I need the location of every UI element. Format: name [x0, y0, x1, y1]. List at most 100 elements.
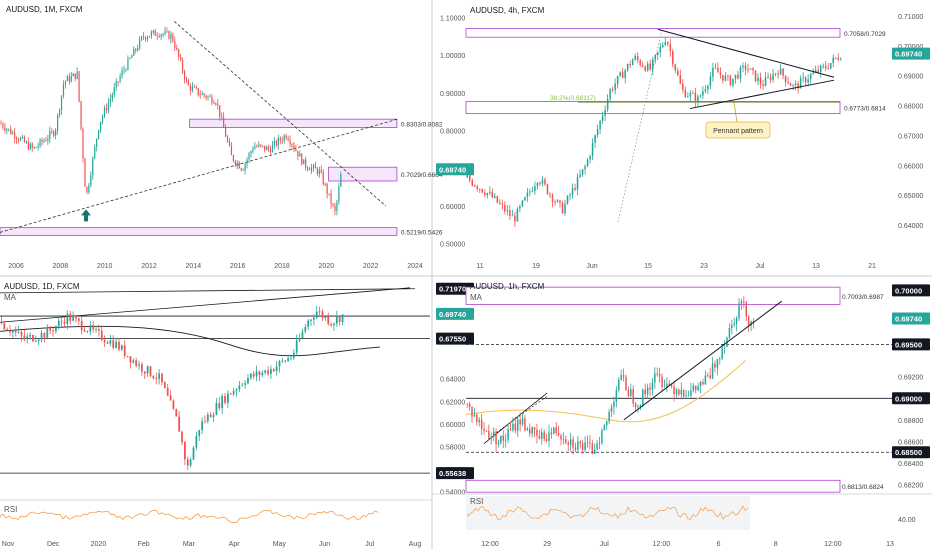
h4-candle-body	[514, 215, 516, 222]
h4-title: AUDUSD, 4h, FXCM	[470, 6, 545, 15]
h4-candle-body	[473, 185, 476, 187]
h1-candle-body	[642, 389, 644, 405]
daily-candle-body	[172, 400, 175, 409]
daily-candle-body	[52, 330, 54, 332]
h4-chart-panel[interactable]: 0.7058/0.7029 0.6773/0.6814 38.2%(0.68117)…	[465, 14, 930, 270]
monthly-trendline	[0, 118, 398, 233]
monthly-candle-body	[70, 76, 72, 82]
daily-candle-body	[249, 373, 252, 378]
daily-candle-body	[255, 371, 258, 377]
monthly-candle-body	[230, 145, 233, 156]
h4-candle-body	[471, 180, 474, 186]
monthly-candle-body	[260, 144, 262, 146]
h1-candle-body	[521, 418, 524, 425]
monthly-candle-body	[72, 73, 74, 77]
monthly-candle-body	[312, 165, 315, 168]
monthly-candle-body	[248, 153, 250, 160]
h4-candle-body	[506, 210, 509, 212]
daily-candle-body	[149, 366, 152, 377]
h1-candle-body	[632, 389, 634, 404]
h1-candle-body	[702, 381, 704, 385]
h1-candle-body	[593, 449, 596, 455]
h1-rsi-band	[466, 496, 750, 530]
h4-candle-body	[799, 78, 802, 89]
h4-candle-body	[504, 204, 506, 212]
h4-candle-body	[839, 59, 842, 61]
daily-candle-body	[258, 371, 261, 376]
h1-candle-body	[743, 301, 745, 303]
h4-candle-body	[491, 191, 494, 198]
h1-candle-body	[704, 375, 707, 385]
monthly-candle-body	[324, 184, 326, 185]
monthly-candle-body	[191, 86, 193, 91]
h1-candle-body	[507, 429, 509, 440]
monthly-x-tick-label: 2014	[186, 263, 202, 270]
h1-candle-body	[562, 439, 565, 441]
h4-candle-body	[672, 51, 674, 65]
h4-candle-body	[802, 77, 804, 79]
monthly-candle-body	[64, 81, 67, 85]
monthly-candle-body	[320, 169, 322, 173]
h4-candle-body	[737, 74, 739, 79]
h4-candle-body	[762, 84, 764, 86]
daily-x-tick-label: Jun	[319, 541, 330, 548]
monthly-y-tick-label: 0.80000	[440, 129, 465, 136]
h1-candle-body	[644, 389, 646, 395]
daily-candle-body	[333, 323, 335, 326]
h1-chart-panel[interactable]: 0.7003/0.6987 0.6813/0.6824 0.69200 0.68800…	[432, 284, 932, 548]
monthly-candle-body	[301, 153, 303, 165]
h4-candle-body	[794, 83, 797, 85]
h4-candle-body	[714, 67, 717, 69]
h1-candle-body	[572, 439, 574, 448]
h4-candle-body	[559, 200, 561, 203]
h4-y-tick-label: 0.66000	[898, 163, 923, 170]
monthly-candle-body	[303, 159, 305, 165]
monthly-candle-body	[332, 203, 334, 206]
h4-candle-body	[534, 186, 536, 191]
h1-candle-body	[533, 427, 536, 430]
h1-candle-body	[601, 430, 603, 444]
monthly-candle-body	[121, 70, 123, 77]
daily-candle-body	[247, 377, 249, 384]
monthly-candle-body	[201, 93, 203, 95]
daily-candle-body	[146, 366, 149, 374]
monthly-candle-body	[293, 145, 295, 149]
monthly-candle-body	[174, 40, 176, 49]
monthly-x-tick-label: 2010	[97, 263, 113, 270]
h4-candle-body	[468, 175, 471, 181]
h1-candle-body	[488, 430, 490, 440]
h1-candle-body	[605, 421, 608, 426]
monthly-candle-body	[53, 131, 55, 136]
daily-candle-body	[120, 345, 123, 350]
daily-candle-body	[324, 316, 327, 318]
h1-candle-body	[630, 389, 632, 396]
daily-candle-body	[26, 336, 29, 340]
h1-candle-body	[692, 385, 695, 391]
monthly-candle-body	[172, 34, 174, 41]
h4-candle-body	[591, 142, 594, 157]
monthly-candle-body	[183, 71, 186, 80]
h4-candle-body	[739, 67, 742, 79]
daily-candle-body	[14, 331, 17, 333]
monthly-candle-body	[252, 149, 254, 152]
daily-x-tick-label: 2020	[91, 541, 107, 548]
monthly-candle-body	[17, 139, 20, 141]
daily-candle-body	[221, 395, 224, 409]
daily-candle-body	[284, 360, 287, 362]
h4-candle-body	[621, 72, 624, 78]
h1-candle-body	[699, 381, 702, 387]
monthly-candle-body	[125, 69, 127, 71]
daily-chart-panel[interactable]: 0.640000.620000.600000.580000.560000.540…	[0, 282, 474, 548]
monthly-candle-body	[6, 129, 8, 131]
h4-candle-body	[827, 68, 829, 69]
daily-candle-body	[135, 360, 138, 366]
h4-candle-body	[569, 195, 571, 196]
h4-candle-body	[697, 96, 699, 102]
daily-resistance-line	[0, 288, 416, 294]
h1-candle-body	[529, 428, 531, 434]
monthly-chart-panel[interactable]: 0.8303/0.8082 0.7029/0.6664 0.5219/0.5426 1…	[0, 16, 474, 270]
monthly-candle-body	[0, 123, 2, 124]
h4-candle-body	[489, 191, 491, 194]
monthly-candle-body	[277, 138, 279, 146]
monthly-candle-body	[262, 145, 264, 147]
